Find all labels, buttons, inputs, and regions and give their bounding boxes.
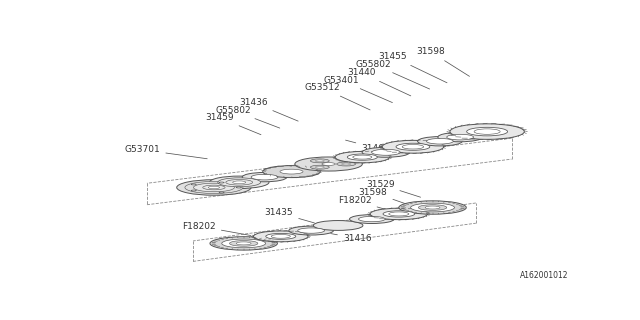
Ellipse shape — [450, 124, 524, 139]
Text: 31598: 31598 — [416, 47, 470, 76]
Ellipse shape — [382, 140, 444, 153]
Ellipse shape — [438, 132, 483, 142]
Ellipse shape — [209, 186, 220, 188]
Ellipse shape — [335, 151, 390, 163]
Ellipse shape — [310, 165, 329, 169]
Ellipse shape — [402, 145, 424, 149]
Ellipse shape — [399, 201, 467, 214]
Ellipse shape — [322, 163, 335, 165]
Ellipse shape — [177, 180, 251, 195]
Ellipse shape — [298, 228, 324, 233]
Text: 31416: 31416 — [331, 234, 371, 243]
Ellipse shape — [253, 231, 308, 242]
Text: G55802: G55802 — [216, 106, 280, 128]
Ellipse shape — [310, 159, 329, 163]
Ellipse shape — [388, 212, 409, 216]
Ellipse shape — [230, 241, 258, 246]
Text: G53701: G53701 — [125, 145, 207, 159]
Ellipse shape — [242, 172, 287, 182]
Text: F18202: F18202 — [182, 222, 251, 236]
Text: 31440: 31440 — [347, 68, 411, 96]
Ellipse shape — [396, 143, 430, 150]
Ellipse shape — [203, 185, 225, 190]
Ellipse shape — [370, 208, 428, 220]
Ellipse shape — [193, 183, 234, 192]
Ellipse shape — [236, 242, 251, 245]
Text: 31435: 31435 — [265, 208, 314, 223]
Text: G53512: G53512 — [304, 83, 370, 110]
Text: F18202: F18202 — [338, 196, 390, 211]
Ellipse shape — [411, 203, 454, 212]
Ellipse shape — [417, 137, 462, 146]
Ellipse shape — [271, 235, 291, 238]
Ellipse shape — [295, 157, 362, 171]
Ellipse shape — [353, 155, 372, 159]
Ellipse shape — [233, 181, 246, 184]
Ellipse shape — [447, 134, 474, 140]
Ellipse shape — [219, 192, 224, 193]
Ellipse shape — [210, 237, 277, 250]
Ellipse shape — [348, 154, 378, 160]
Text: G55802: G55802 — [356, 60, 429, 89]
Ellipse shape — [251, 174, 278, 180]
Ellipse shape — [349, 215, 394, 223]
Ellipse shape — [337, 162, 356, 166]
Ellipse shape — [314, 220, 363, 230]
Text: 31455: 31455 — [379, 52, 447, 83]
Ellipse shape — [474, 129, 500, 134]
Text: 31598: 31598 — [359, 188, 406, 204]
Ellipse shape — [467, 127, 508, 136]
Ellipse shape — [289, 226, 333, 235]
Ellipse shape — [419, 205, 447, 210]
Ellipse shape — [372, 149, 400, 155]
Ellipse shape — [191, 184, 196, 185]
Ellipse shape — [426, 139, 453, 144]
Ellipse shape — [362, 147, 410, 157]
Ellipse shape — [342, 163, 351, 165]
Text: G53401: G53401 — [323, 76, 392, 103]
Ellipse shape — [209, 176, 269, 188]
Ellipse shape — [425, 206, 440, 209]
Text: 31463: 31463 — [346, 140, 390, 153]
Text: 31529: 31529 — [366, 180, 420, 197]
Ellipse shape — [316, 166, 324, 168]
Ellipse shape — [218, 178, 260, 187]
Ellipse shape — [226, 180, 253, 185]
Text: A162001012: A162001012 — [520, 271, 568, 280]
Text: 31436: 31436 — [239, 98, 298, 121]
Ellipse shape — [191, 190, 196, 191]
Ellipse shape — [263, 166, 320, 178]
Ellipse shape — [236, 187, 241, 188]
Ellipse shape — [219, 182, 224, 183]
Ellipse shape — [221, 239, 266, 248]
Ellipse shape — [185, 181, 243, 194]
Text: 31459: 31459 — [205, 113, 261, 135]
Ellipse shape — [266, 233, 296, 239]
Ellipse shape — [280, 169, 303, 174]
Ellipse shape — [316, 160, 324, 162]
Ellipse shape — [358, 216, 385, 222]
Ellipse shape — [383, 211, 415, 217]
